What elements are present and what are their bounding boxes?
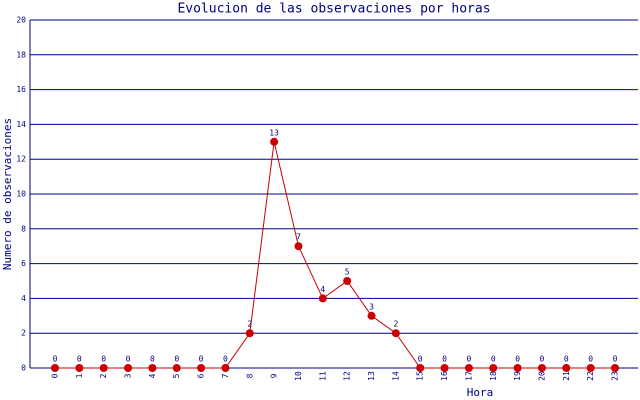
data-label: 0 <box>613 355 618 364</box>
x-tick-label: 1 <box>75 373 84 378</box>
data-label: 0 <box>53 355 58 364</box>
data-label: 0 <box>77 355 82 364</box>
data-label: 7 <box>296 233 301 242</box>
data-point <box>416 364 425 372</box>
data-point <box>464 364 473 372</box>
x-tick-label: 13 <box>367 371 376 381</box>
data-label: 0 <box>174 355 179 364</box>
data-point <box>172 364 181 372</box>
data-point <box>270 137 279 146</box>
data-label: 0 <box>491 355 496 364</box>
data-label: 0 <box>588 355 593 364</box>
data-label: 2 <box>393 320 398 329</box>
data-point <box>391 329 400 338</box>
x-tick-label: 20 <box>537 371 546 381</box>
x-tick-label: 6 <box>197 373 206 378</box>
data-label: 0 <box>466 355 471 364</box>
x-tick-label: 3 <box>124 373 133 378</box>
data-point <box>586 364 595 372</box>
y-axis-label: Numero de observaciones <box>1 118 14 270</box>
x-tick-label: 2 <box>99 373 108 378</box>
x-tick-label: 16 <box>440 371 449 381</box>
data-point <box>221 364 230 372</box>
data-point <box>343 277 352 285</box>
x-tick-label: 23 <box>611 371 620 381</box>
y-tick-label: 2 <box>21 329 26 338</box>
y-tick-label: 16 <box>16 85 26 94</box>
data-label: 0 <box>540 355 545 364</box>
data-point <box>440 364 449 372</box>
data-point <box>51 364 59 372</box>
data-line <box>55 141 615 369</box>
data-label: 0 <box>150 355 155 364</box>
data-point <box>245 329 254 338</box>
data-label: 5 <box>345 268 350 277</box>
data-point <box>99 364 108 372</box>
y-tick-label: 12 <box>16 155 26 164</box>
y-tick-label: 18 <box>16 50 26 59</box>
x-tick-label: 15 <box>416 371 425 381</box>
data-label: 13 <box>269 128 279 137</box>
data-label: 0 <box>101 355 106 364</box>
data-point <box>489 364 498 372</box>
data-point <box>75 364 84 372</box>
data-label: 0 <box>442 355 447 364</box>
x-tick-label: 7 <box>221 373 230 378</box>
x-tick-label: 5 <box>172 373 181 378</box>
x-tick-label: 4 <box>148 373 157 378</box>
x-tick-label: 0 <box>51 373 60 378</box>
data-label: 0 <box>199 355 204 364</box>
data-label: 0 <box>564 355 569 364</box>
y-tick-label: 14 <box>16 120 26 129</box>
chart-title: Evolucion de las observaciones por horas <box>177 2 490 17</box>
data-point <box>294 242 303 251</box>
x-tick-label: 21 <box>562 371 571 381</box>
data-point <box>367 311 376 320</box>
data-label: 3 <box>369 302 374 311</box>
data-point <box>318 294 327 303</box>
x-axis-label: Hora <box>467 386 494 399</box>
x-tick-label: 14 <box>391 371 400 381</box>
data-point <box>197 364 206 372</box>
y-tick-label: 8 <box>21 224 26 233</box>
data-label: 2 <box>247 320 252 329</box>
y-tick-label: 6 <box>21 259 26 268</box>
data-label: 4 <box>320 285 325 294</box>
y-tick-label: 4 <box>21 294 26 303</box>
data-label: 0 <box>515 355 520 364</box>
data-point <box>124 364 133 372</box>
x-tick-label: 11 <box>318 371 327 381</box>
x-tick-label: 17 <box>464 371 473 381</box>
data-point <box>513 364 522 372</box>
y-tick-label: 20 <box>16 16 26 25</box>
x-tick-label: 10 <box>294 371 303 381</box>
x-tick-label: 12 <box>343 371 352 381</box>
x-tick-label: 9 <box>270 373 279 378</box>
x-tick-label: 8 <box>245 373 254 378</box>
y-tick-label: 0 <box>21 364 26 373</box>
x-tick-label: 22 <box>586 371 595 381</box>
y-tick-label: 10 <box>16 190 26 199</box>
data-point <box>562 364 571 372</box>
data-label: 0 <box>223 355 228 364</box>
data-point <box>537 364 546 372</box>
data-label: 0 <box>126 355 131 364</box>
data-point <box>148 364 157 372</box>
x-tick-label: 18 <box>489 371 498 381</box>
x-tick-label: 19 <box>513 371 522 381</box>
data-label: 0 <box>418 355 423 364</box>
data-point <box>611 364 619 372</box>
